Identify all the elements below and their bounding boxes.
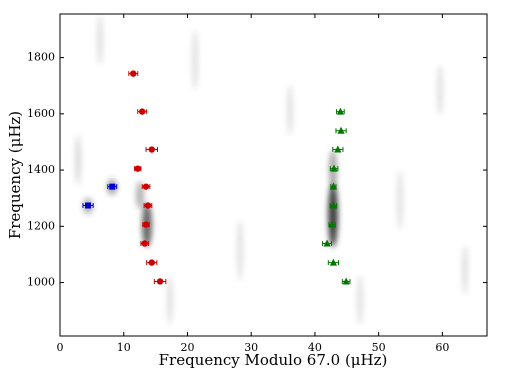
y-tick-label: 1800 (27, 51, 55, 64)
x-tick-label: 10 (117, 341, 131, 354)
point (139, 108, 146, 115)
point (337, 126, 345, 134)
point (134, 165, 141, 172)
point (336, 107, 345, 115)
x-tick-label: 60 (435, 341, 449, 354)
x-tick-label: 30 (244, 341, 258, 354)
point (329, 258, 338, 266)
point (148, 259, 155, 266)
x-tick-label: 0 (57, 341, 64, 354)
point (130, 70, 137, 77)
y-tick-label: 1400 (27, 163, 55, 176)
point (109, 183, 116, 190)
y-tick-label: 1600 (27, 107, 55, 120)
point (329, 201, 338, 209)
point (323, 239, 331, 247)
plot-frame (59, 13, 488, 337)
point (329, 182, 338, 190)
point (141, 240, 148, 247)
point (330, 164, 338, 172)
point (85, 202, 92, 209)
y-axis-label: Frequency (μHz) (6, 111, 24, 239)
x-tick-label: 20 (180, 341, 194, 354)
point (334, 145, 342, 153)
x-axis-label: Frequency Modulo 67.0 (μHz) (159, 351, 388, 369)
point (142, 221, 150, 228)
plot-area (60, 14, 487, 336)
point (328, 220, 336, 228)
point (142, 183, 150, 190)
y-tick-label: 1000 (27, 276, 55, 289)
point (342, 277, 350, 285)
x-tick-label: 40 (308, 341, 322, 354)
y-tick-label: 1200 (27, 219, 55, 232)
x-tick-label: 50 (372, 341, 386, 354)
point (148, 146, 155, 153)
point (156, 278, 164, 285)
power-background (75, 15, 468, 325)
point (144, 202, 152, 209)
